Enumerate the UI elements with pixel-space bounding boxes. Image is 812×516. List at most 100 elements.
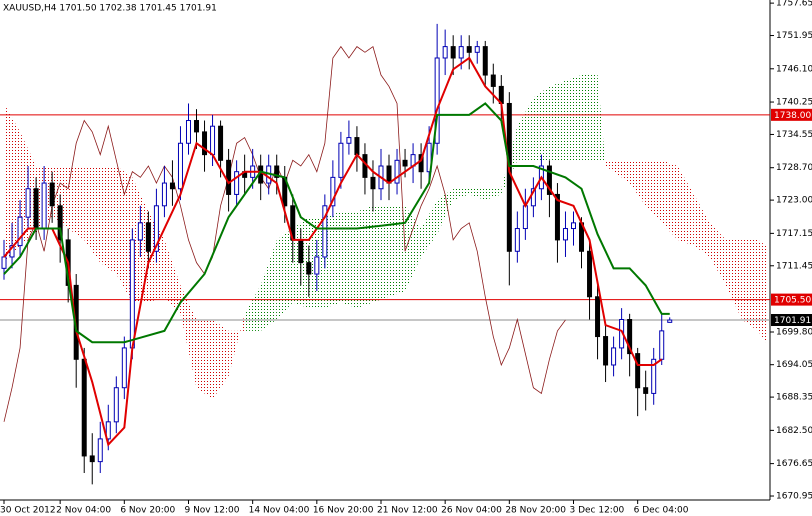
candle-body [338,142,344,178]
candle-body [17,216,23,247]
candle-body [177,142,183,190]
candle-body [97,438,103,463]
y-tick-label: 1723.00 [776,196,812,206]
candle-body [234,171,240,195]
cloud-segment [68,166,85,240]
y-tick-label: 1717.15 [776,229,812,239]
candle-body [81,358,87,457]
cloud-segment [196,319,213,400]
y-tick-label: 1676.65 [776,459,812,469]
cloud-segment [565,75,582,161]
candle-body [185,120,191,144]
candle-body [474,46,480,53]
candle-body [466,46,472,53]
candle-body [562,228,568,241]
candle-body [153,205,159,252]
cloud-segment [693,194,710,257]
y-tick-label: 1670.95 [776,492,812,502]
cloud-segment [389,205,406,297]
cloud-segment [757,239,766,343]
x-tick-label: 16 Nov 20:00 [313,506,374,516]
cloud-segment [597,75,606,167]
y-tick-label: 1751.95 [776,31,812,41]
candle-body [418,154,424,173]
candle-body [274,165,280,178]
level-label: 1738.00 [774,111,811,121]
candle-body [394,159,400,184]
indicator-line [3,56,663,447]
y-tick-label: 1682.50 [776,426,812,436]
cloud-segment [212,319,229,400]
candle-body [450,46,456,59]
cloud-segment [485,188,502,201]
candle-body [89,455,95,463]
x-tick-label: 2 Nov 04:00 [56,506,111,516]
level-label: 1701.91 [774,316,811,326]
level-label-box [771,314,812,327]
candle-body [546,165,552,195]
cloud-segment [276,228,293,320]
candle-body [1,256,7,269]
cloud-segment [629,160,646,206]
y-tick-label: 1711.45 [776,261,812,271]
cloud-segment [260,239,277,331]
cloud-segment [356,205,373,309]
candle-body [570,222,576,230]
cloud-segment [421,200,438,257]
cloud-segment [605,160,630,184]
level-label-box [771,293,812,306]
indicator-line [3,102,670,344]
cloud-segment [533,86,550,161]
chart-title: XAUUSD,H4 1701.50 1702.38 1701.45 1701.9… [3,4,217,14]
cloud-segment [677,166,694,246]
candle-body [530,188,536,207]
candle-body [25,188,31,218]
cloud-segment [661,160,678,240]
x-tick-label: 30 Oct 2012 [0,506,56,516]
candle-body [121,347,127,389]
candle-body [169,182,175,190]
candle-body [426,142,432,173]
candle-body [635,353,641,389]
candle-body [210,125,216,156]
cloud-segment [453,188,470,201]
candle-body [627,318,633,355]
cloud-segment [180,285,197,388]
candle-body [113,387,119,423]
x-tick-label: 6 Dec 04:00 [634,506,689,516]
y-tick-label: 1746.10 [776,64,812,74]
x-tick-label: 28 Nov 20:00 [505,506,566,516]
candle-body [587,250,593,298]
candle-body [354,137,360,156]
candle-body [554,193,560,241]
candle-body [434,57,440,144]
x-tick-label: 21 Nov 12:00 [377,506,438,516]
x-tick-label: 14 Nov 04:00 [249,506,310,516]
cloud-segment [549,80,566,161]
candle-body [522,205,528,230]
candle-body [386,165,392,184]
candle-body [137,222,143,241]
candle-body [643,387,649,394]
candle-body [651,358,657,394]
candle-body [603,336,609,366]
candle-body [314,256,320,275]
x-tick-label: 26 Nov 04:00 [441,506,502,516]
candle-body [218,125,224,161]
cloud-segment [725,239,742,320]
x-tick-label: 3 Dec 12:00 [569,506,624,516]
cloud-segment [709,222,726,286]
candle-body [226,159,232,195]
y-tick-label: 1694.05 [776,360,812,370]
candle-body [202,131,208,156]
y-tick-label: 1757.65 [776,0,812,9]
cloud-segment [116,166,133,303]
cloud-segment [581,75,598,161]
candle-body [330,176,336,207]
y-tick-label: 1740.25 [776,98,812,108]
candle-body [595,296,601,338]
y-tick-label: 1728.70 [776,163,812,173]
candle-body [458,46,464,59]
candle-body [105,421,111,440]
